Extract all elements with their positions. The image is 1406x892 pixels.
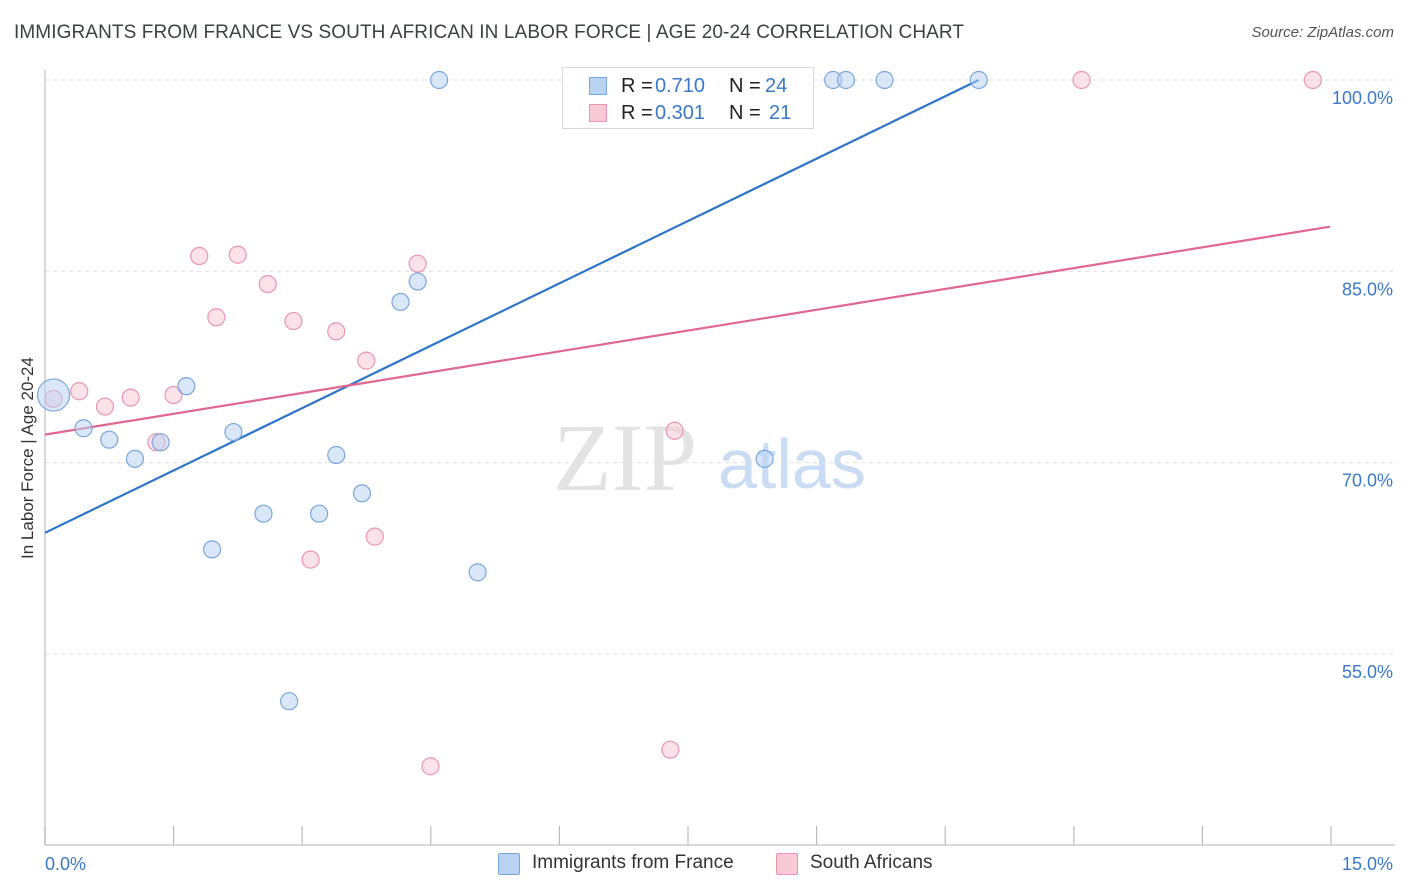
france-data-point[interactable] [177, 377, 196, 396]
series-legend: Immigrants from France South Africans [0, 852, 1406, 878]
n-value: 21 [769, 102, 792, 124]
chart-title: IMMIGRANTS FROM FRANCE VS SOUTH AFRICAN … [14, 22, 965, 43]
south-africans-data-point[interactable] [284, 311, 303, 331]
watermark-atlas: atlas [718, 425, 866, 503]
y-tick-label: 85.0% [1342, 279, 1393, 299]
france-data-point[interactable] [755, 449, 774, 468]
south-africans-data-point[interactable] [121, 388, 140, 407]
france-data-point[interactable] [100, 430, 119, 449]
x-tick-label: 0.0% [45, 854, 86, 874]
south-africans-data-point[interactable] [665, 421, 684, 440]
france-data-point[interactable] [352, 484, 372, 503]
south-africans-data-point[interactable] [164, 385, 183, 405]
south-africans-data-point[interactable] [408, 254, 427, 273]
france-data-point[interactable] [202, 540, 222, 559]
r-label: R = [621, 75, 653, 97]
south-africans-data-point[interactable] [95, 397, 115, 416]
south-africans-data-point[interactable] [1072, 70, 1091, 90]
france-data-point[interactable] [74, 419, 93, 438]
south-africans-data-point[interactable] [661, 740, 680, 759]
legend-label: South Africans [810, 852, 933, 873]
france-data-point[interactable] [280, 692, 299, 711]
south-africans-swatch [589, 104, 607, 122]
france-data-point[interactable] [36, 378, 71, 412]
r-value: 0.301 [655, 102, 706, 124]
source-credit[interactable]: Source: ZipAtlas.com [1251, 24, 1394, 41]
france-data-point[interactable] [151, 433, 170, 452]
france-data-point[interactable] [125, 449, 145, 468]
n-label: N = [729, 75, 761, 97]
south-africans-trend-line [44, 225, 1331, 436]
tick-labels: 55.0% 70.0% 85.0% 100.0% 0.0% 15.0% [45, 88, 1393, 874]
france-legend-swatch [498, 853, 520, 875]
legend-label: Immigrants from France [532, 852, 734, 873]
south-africans-data-point[interactable] [301, 550, 320, 569]
france-data-point[interactable] [327, 445, 346, 465]
n-value: 24 [765, 75, 788, 97]
watermark: ZIP atlas [553, 404, 866, 511]
south-africans-legend-swatch [776, 853, 798, 875]
y-tick-label: 55.0% [1342, 662, 1393, 682]
france-data-point[interactable] [408, 272, 427, 291]
n-label: N = [729, 102, 761, 124]
france-swatch [589, 77, 607, 95]
y-tick-label: 100.0% [1332, 88, 1393, 108]
axes [44, 70, 1395, 846]
south-africans-data-point[interactable] [1303, 70, 1322, 90]
france-data-point[interactable] [429, 70, 449, 90]
france-data-point[interactable] [310, 504, 329, 523]
watermark-zip: ZIP [553, 404, 697, 511]
france-trend-line [44, 79, 980, 534]
stats-legend: R = 0.710 N = 24 R = 0.301 N = 21 [562, 67, 814, 129]
south-africans-data-point[interactable] [190, 246, 209, 266]
south-africans-data-point[interactable] [357, 351, 376, 370]
y-tick-label: 70.0% [1342, 471, 1393, 491]
south-africans-data-point[interactable] [421, 757, 440, 776]
south-africans-data-point[interactable] [228, 245, 247, 264]
france-data-point[interactable] [836, 70, 856, 90]
trend-lines [44, 79, 1331, 534]
south-africans-data-point[interactable] [365, 527, 384, 546]
france-data-point[interactable] [254, 504, 273, 523]
south-africans-data-point[interactable] [258, 274, 277, 294]
france-data-point[interactable] [224, 422, 243, 442]
france-data-point[interactable] [391, 292, 410, 312]
france-data-point[interactable] [468, 563, 487, 582]
r-label: R = [621, 102, 653, 124]
france-data-point[interactable] [969, 70, 988, 90]
data-points [36, 70, 1322, 776]
south-africans-data-point[interactable] [327, 322, 346, 341]
gridlines [45, 79, 1395, 655]
south-africans-data-point[interactable] [207, 308, 226, 327]
r-value: 0.710 [655, 75, 706, 97]
france-data-point[interactable] [875, 70, 894, 90]
x-tick-label: 15.0% [1342, 854, 1393, 874]
south-africans-data-point[interactable] [70, 382, 89, 401]
